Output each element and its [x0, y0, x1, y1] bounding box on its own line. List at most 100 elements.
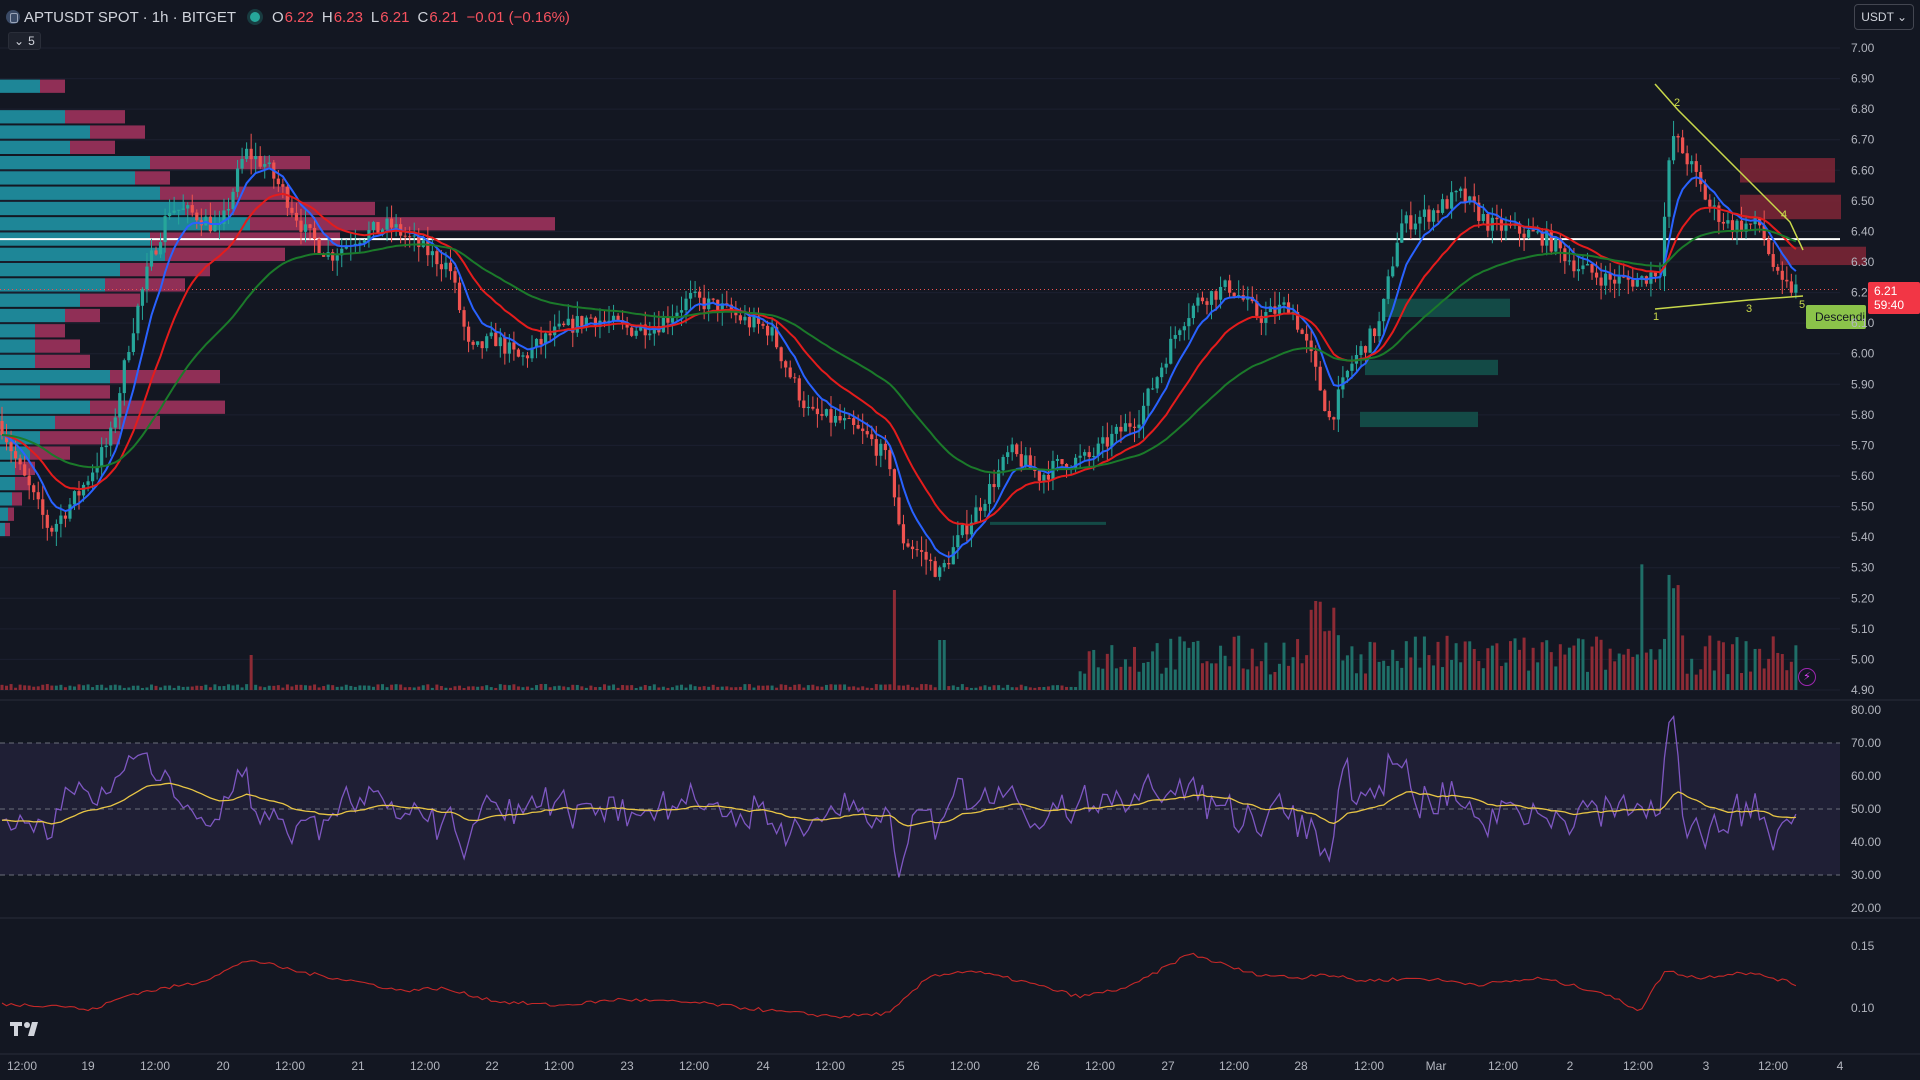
- candle-body: [720, 303, 724, 313]
- volume-bar: [1422, 636, 1426, 690]
- candle-body: [1223, 280, 1227, 287]
- currency-select-button[interactable]: USDT ⌄: [1854, 4, 1914, 30]
- volume-bar: [584, 687, 588, 690]
- volume-bar: [1631, 656, 1635, 690]
- candle-body: [118, 393, 122, 418]
- volume-bar: [353, 686, 357, 690]
- volume-bar: [254, 684, 258, 690]
- time-tick: 12:00: [544, 1059, 574, 1073]
- candle-body: [815, 408, 819, 415]
- candle-body: [13, 451, 18, 459]
- candle-body: [1372, 328, 1377, 337]
- candle-body: [1137, 424, 1141, 428]
- candle-body: [1517, 223, 1522, 234]
- price-tick: 6.00: [1851, 347, 1875, 361]
- candle-body: [245, 148, 249, 159]
- volume-bar: [1454, 643, 1458, 690]
- candle-body: [0, 420, 4, 436]
- volume-bar: [326, 684, 330, 690]
- candle-body: [562, 323, 566, 326]
- volume-profile-bar-up: [0, 354, 35, 368]
- volume-bar: [1354, 673, 1358, 690]
- candle-body: [457, 282, 462, 311]
- symbol-legend[interactable]: APTUSDT SPOT · 1h · BITGET O 6.22 H 6.23…: [6, 6, 578, 28]
- candle-body: [50, 527, 54, 532]
- candle-body: [1128, 423, 1132, 427]
- volume-profile-bar-down: [35, 354, 90, 368]
- volume-bar: [127, 687, 131, 690]
- candle-body: [784, 361, 788, 368]
- wave-label: 5: [1799, 299, 1805, 311]
- volume-bar: [54, 685, 58, 690]
- candle-body: [281, 184, 285, 187]
- candle-body: [303, 224, 308, 232]
- time-tick: 12:00: [950, 1059, 980, 1073]
- candle-body: [503, 337, 507, 354]
- volume-bar: [1105, 653, 1109, 690]
- volume-bar: [1368, 641, 1372, 690]
- candle-body: [1472, 196, 1476, 203]
- volume-bar: [186, 686, 190, 690]
- volume-bar: [213, 684, 217, 690]
- symbol-title[interactable]: APTUSDT SPOT · 1h · BITGET: [24, 8, 236, 26]
- candle-body: [516, 349, 521, 357]
- candle-body: [842, 418, 847, 421]
- volume-bar: [575, 684, 579, 690]
- candle-body: [1182, 326, 1186, 331]
- volume-bar: [313, 684, 317, 690]
- volume-bar: [95, 684, 99, 690]
- volume-bar: [276, 685, 280, 690]
- candle-body: [983, 503, 987, 511]
- candle-body: [607, 320, 611, 322]
- candle-body: [1350, 363, 1354, 371]
- candle-body: [1173, 335, 1177, 339]
- candle-body: [249, 148, 253, 160]
- tradingview-logo-icon[interactable]: [10, 1020, 44, 1040]
- wave-label: 3: [1746, 303, 1752, 315]
- volume-bar: [63, 687, 67, 690]
- volume-bar: [1065, 686, 1069, 690]
- volume-bar: [1740, 672, 1744, 690]
- candle-body: [4, 435, 9, 443]
- rsi-ma-line: [1, 782, 1796, 827]
- lightning-icon[interactable]: ⚡: [1798, 668, 1816, 686]
- volume-bar: [1495, 643, 1499, 690]
- volume-bar: [263, 687, 267, 690]
- candle-body: [888, 450, 892, 470]
- volume-bar: [1477, 661, 1481, 690]
- volume-bar: [1169, 638, 1173, 690]
- volume-bar: [1323, 631, 1327, 690]
- volume-bar: [1273, 671, 1277, 690]
- volume-bar: [1459, 662, 1463, 690]
- candle-body: [856, 425, 860, 429]
- candle-body: [1024, 455, 1028, 467]
- indicators-toggle-button[interactable]: ⌄ 5: [8, 32, 41, 50]
- volume-bar: [435, 684, 439, 690]
- volume-profile-bar-down: [40, 431, 120, 445]
- candle-body: [833, 415, 838, 423]
- candle-body: [1522, 233, 1526, 238]
- candle-body: [426, 240, 430, 256]
- volume-bar: [770, 685, 774, 690]
- volume-profile-bar-down: [135, 171, 170, 185]
- volume-bar: [1721, 642, 1725, 690]
- volume-bar: [657, 687, 661, 690]
- volume-bar: [467, 686, 471, 690]
- volume-bar: [331, 685, 335, 690]
- volume-bar: [1690, 658, 1694, 690]
- candle-body: [1413, 223, 1417, 230]
- volume-bar: [476, 686, 480, 690]
- candle-body: [1010, 444, 1014, 453]
- volume-profile-bar-down: [35, 339, 80, 353]
- candle-body: [743, 316, 747, 321]
- price-tick: 5.50: [1851, 500, 1875, 514]
- volume-profile-bar-down: [150, 156, 310, 170]
- time-tick: 3: [1703, 1059, 1710, 1073]
- candle-body: [1141, 405, 1146, 425]
- volume-bar: [1191, 641, 1195, 690]
- volume-bar: [371, 686, 375, 690]
- candle-body: [1132, 426, 1137, 428]
- volume-bar: [661, 686, 665, 690]
